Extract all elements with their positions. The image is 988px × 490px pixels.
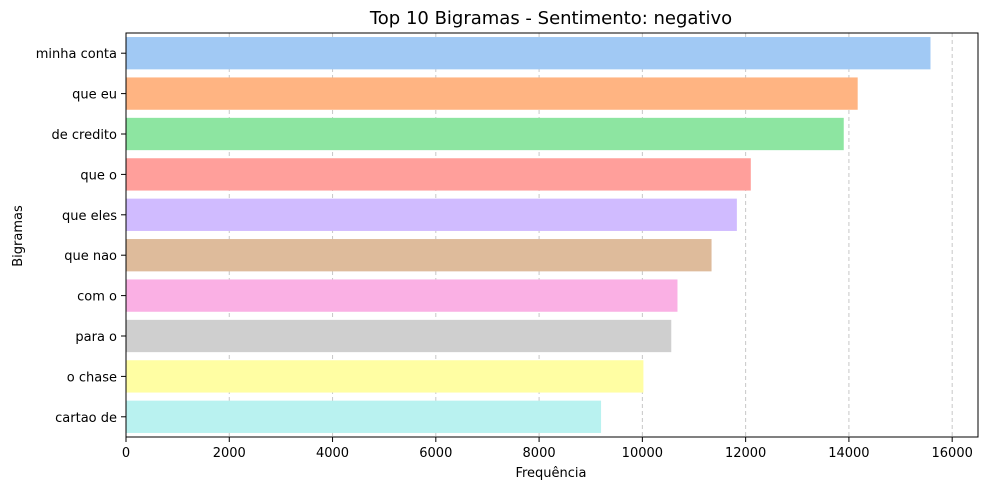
bar — [126, 319, 672, 353]
bar — [126, 117, 844, 151]
y-axis-label: Bigramas — [11, 205, 26, 267]
x-tick-label: 12000 — [725, 446, 766, 461]
x-tick-label: 2000 — [213, 446, 246, 461]
category-label: cartao de — [55, 411, 117, 426]
category-label: que eles — [62, 209, 117, 224]
bar — [126, 400, 602, 433]
bar — [126, 37, 931, 70]
x-tick-label: 14000 — [828, 446, 869, 461]
x-axis-label: Frequência — [515, 466, 586, 481]
category-label: que nao — [64, 249, 117, 264]
category-labels: minha conta que eu de credito que o que eles… — [36, 47, 126, 426]
category-label: com o — [77, 290, 117, 305]
x-tick-label: 6000 — [419, 446, 452, 461]
bars — [126, 37, 931, 433]
category-label: o chase — [67, 370, 117, 385]
x-tick-label: 8000 — [523, 446, 556, 461]
bar — [126, 239, 712, 272]
bar — [126, 279, 678, 312]
bar — [126, 198, 737, 231]
x-ticks: 0 2000 4000 6000 8000 10000 12000 14000 16000 — [122, 437, 973, 461]
x-tick-label: 16000 — [932, 446, 973, 461]
bar — [126, 158, 751, 191]
x-tick-label: 0 — [122, 446, 130, 461]
bar — [126, 77, 858, 110]
bar — [126, 360, 644, 393]
plot-frame — [125, 32, 979, 438]
category-label: que eu — [72, 88, 117, 103]
x-tick-label: 4000 — [316, 446, 349, 461]
category-label: que o — [80, 168, 117, 183]
category-label: para o — [75, 330, 117, 345]
x-tick-label: 10000 — [622, 446, 663, 461]
category-label: minha conta — [36, 47, 117, 62]
chart-title: Top 10 Bigramas - Sentimento: negativo — [369, 8, 732, 29]
category-label: de credito — [51, 128, 117, 143]
